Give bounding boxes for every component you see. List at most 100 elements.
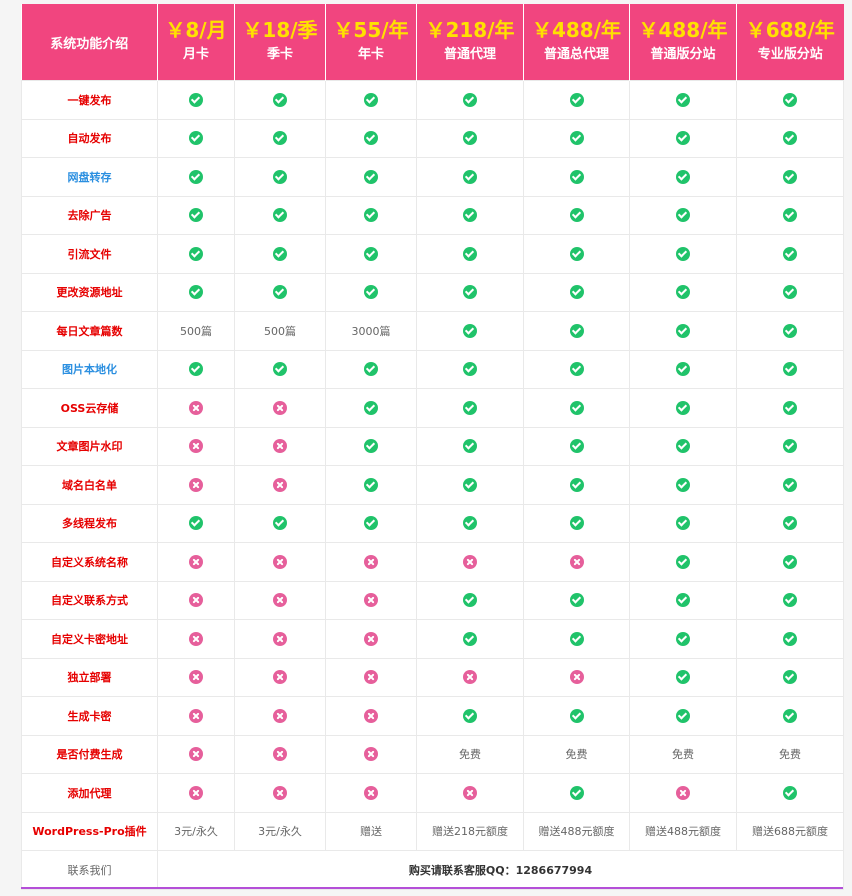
feature-cell	[157, 657, 235, 697]
plan-name: 季卡	[266, 47, 293, 62]
table-row: 每日文章篇数 500篇 500篇 3000篇	[21, 311, 844, 351]
table-row: 域名白名单	[21, 465, 844, 505]
feature-cell	[234, 773, 326, 813]
feature-cell	[736, 388, 844, 428]
check-icon	[783, 670, 797, 685]
table-row: 生成卡密	[21, 696, 844, 736]
check-icon	[676, 92, 690, 107]
plan-name: 普通代理	[443, 47, 496, 62]
feature-cell	[325, 157, 417, 197]
cross-icon	[189, 747, 203, 762]
check-icon	[783, 92, 797, 107]
check-icon	[783, 208, 797, 223]
feature-label: 自定义卡密地址	[21, 619, 158, 659]
check-icon	[189, 285, 203, 300]
cross-icon	[364, 593, 378, 608]
feature-cell	[157, 349, 235, 389]
check-icon	[676, 323, 690, 338]
feature-cell	[325, 80, 417, 120]
feature-cell	[629, 311, 737, 351]
check-icon	[189, 131, 203, 146]
check-icon	[273, 246, 287, 261]
feature-cell	[736, 80, 844, 120]
feature-cell	[157, 118, 235, 158]
feature-cell	[234, 349, 326, 389]
plan-name: 普通总代理	[543, 47, 609, 62]
cross-icon	[463, 670, 477, 685]
check-icon	[463, 631, 477, 646]
feature-cell	[325, 234, 417, 274]
feature-cell	[629, 696, 737, 736]
feature-cell	[157, 619, 235, 659]
feature-cell	[416, 272, 524, 312]
table-row: 添加代理	[21, 773, 844, 813]
plan-name: 专业版分站	[757, 47, 823, 62]
cross-icon	[273, 400, 287, 415]
check-icon	[189, 246, 203, 261]
pricing-header: 系统功能介绍 ￥8/月 月卡 ￥18/季 季卡 ￥55/年 年卡 ￥218/年 普通代理 ￥48…	[21, 4, 844, 81]
feature-label: 添加代理	[21, 773, 158, 813]
check-icon	[569, 362, 584, 377]
feature-cell	[416, 503, 524, 543]
feature-label: 文章图片水印	[21, 426, 158, 466]
check-icon	[569, 439, 584, 454]
feature-label: 域名白名单	[21, 465, 158, 505]
feature-cell	[416, 118, 524, 158]
feature-cell	[736, 542, 844, 582]
feature-cell	[523, 773, 630, 813]
feature-column-header: 系统功能介绍	[21, 4, 158, 81]
feature-cell	[523, 195, 630, 235]
check-icon	[569, 400, 584, 415]
plan-price: ￥218/年	[425, 18, 515, 42]
feature-cell	[157, 580, 235, 620]
feature-label: 自定义联系方式	[21, 580, 158, 620]
feature-cell	[157, 542, 235, 582]
check-icon	[364, 92, 378, 107]
contact-qq-text: 购买请联系客服QQ：1286677994	[157, 850, 844, 890]
cross-icon	[569, 554, 584, 569]
feature-label: 去除广告	[21, 195, 158, 235]
check-icon	[569, 708, 584, 723]
check-icon	[463, 400, 477, 415]
check-icon	[189, 208, 203, 223]
cross-icon	[189, 554, 203, 569]
feature-cell	[234, 272, 326, 312]
check-icon	[783, 477, 797, 492]
check-icon	[273, 285, 287, 300]
plan-header: ￥8/月 月卡	[157, 4, 235, 81]
feature-cell	[157, 426, 235, 466]
check-icon	[783, 400, 797, 415]
cross-icon	[189, 785, 203, 800]
feature-cell	[416, 465, 524, 505]
check-icon	[569, 593, 584, 608]
check-icon	[569, 131, 584, 146]
check-icon	[189, 516, 203, 531]
feature-cell	[736, 580, 844, 620]
feature-cell	[736, 696, 844, 736]
plan-price: ￥18/季	[242, 18, 318, 42]
check-icon	[463, 593, 477, 608]
cross-icon	[364, 554, 378, 569]
check-icon	[783, 516, 797, 531]
plan-header: ￥55/年 年卡	[325, 4, 417, 81]
table-row: 自定义卡密地址	[21, 619, 844, 659]
cross-icon	[273, 477, 287, 492]
check-icon	[364, 246, 378, 261]
cross-icon	[463, 554, 477, 569]
feature-cell	[325, 734, 417, 774]
feature-cell	[416, 388, 524, 428]
check-icon	[783, 246, 797, 261]
cross-icon	[273, 708, 287, 723]
check-icon	[676, 708, 690, 723]
feature-cell	[736, 272, 844, 312]
feature-cell	[234, 118, 326, 158]
contact-row: 联系我们 购买请联系客服QQ：1286677994	[21, 850, 844, 890]
check-icon	[463, 131, 477, 146]
check-icon	[783, 362, 797, 377]
check-icon	[569, 92, 584, 107]
check-icon	[676, 516, 690, 531]
table-row: 一键发布	[21, 80, 844, 120]
feature-cell	[736, 311, 844, 351]
check-icon	[463, 246, 477, 261]
table-row: 文章图片水印	[21, 426, 844, 466]
